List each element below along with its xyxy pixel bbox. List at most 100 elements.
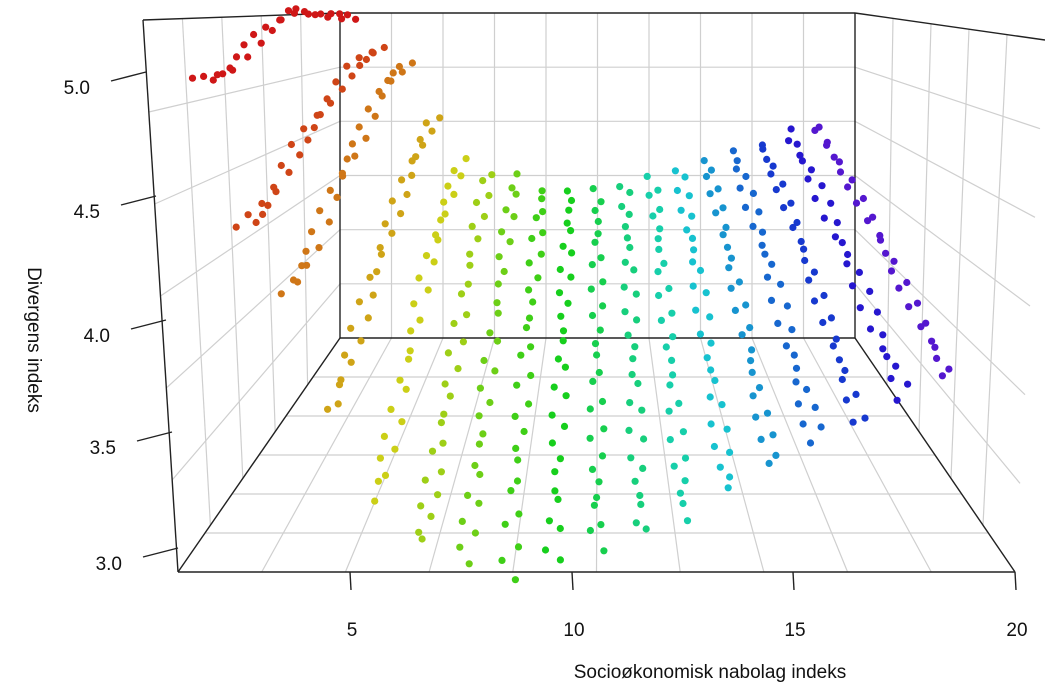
data-point (757, 435, 765, 443)
data-point (806, 439, 815, 447)
data-point (589, 185, 597, 193)
data-point (903, 278, 911, 287)
data-point (486, 398, 494, 407)
data-point (458, 517, 466, 526)
data-point (362, 55, 370, 64)
data-point (654, 268, 662, 276)
data-point (304, 10, 312, 18)
data-point (838, 375, 846, 384)
data-point (628, 370, 636, 379)
data-point (681, 454, 690, 462)
data-point (450, 190, 458, 198)
data-point (437, 216, 445, 224)
data-point (905, 303, 913, 311)
data-point (324, 405, 332, 413)
data-point (748, 346, 756, 354)
data-point (468, 222, 476, 230)
data-point (683, 517, 692, 525)
data-point (462, 155, 470, 163)
data-point (655, 291, 663, 300)
z-tick (110, 71, 147, 82)
data-point (450, 167, 458, 175)
data-point (823, 141, 831, 149)
data-point (456, 543, 464, 551)
data-point (748, 368, 756, 376)
data-point (707, 366, 715, 374)
data-point (792, 364, 801, 372)
data-point (556, 265, 564, 274)
data-point (232, 53, 241, 61)
data-point (675, 399, 683, 407)
data-point (844, 250, 852, 259)
data-point (666, 436, 674, 444)
data-point (397, 210, 405, 218)
data-point (779, 180, 787, 188)
data-point (563, 219, 571, 227)
data-point (512, 190, 520, 198)
data-point (630, 266, 638, 274)
data-point (841, 366, 849, 375)
data-point (439, 439, 447, 447)
data-point (444, 182, 452, 190)
data-point (501, 520, 509, 528)
data-point (436, 114, 444, 122)
data-point (300, 125, 308, 133)
data-point (538, 187, 546, 195)
data-point (594, 217, 602, 226)
data-point (594, 230, 602, 238)
data-point (564, 299, 572, 307)
data-point (768, 260, 776, 268)
data-point (883, 353, 891, 361)
data-point (797, 237, 805, 246)
data-point (796, 151, 804, 159)
data-point (763, 409, 772, 417)
data-point (624, 331, 632, 339)
data-point (746, 324, 754, 332)
data-point (738, 331, 746, 339)
data-point (598, 452, 607, 460)
data-point (294, 278, 302, 286)
data-point (556, 455, 565, 463)
data-point (563, 187, 572, 195)
data-point (380, 43, 388, 52)
data-point (586, 434, 594, 442)
data-point (817, 423, 825, 431)
data-point (798, 157, 807, 165)
data-point (364, 105, 372, 113)
data-point (440, 410, 448, 418)
data-point (685, 192, 693, 200)
data-point (681, 173, 689, 181)
data-point (398, 418, 406, 426)
data-point (729, 147, 738, 155)
data-point (683, 226, 691, 234)
data-point (437, 419, 445, 427)
z-tick (120, 195, 157, 206)
data-point (673, 186, 682, 195)
data-point (335, 381, 344, 389)
data-point (525, 314, 534, 322)
data-point (522, 324, 531, 332)
data-point (638, 406, 646, 414)
data-point (747, 357, 755, 365)
data-point (596, 326, 604, 334)
data-point (727, 254, 736, 262)
data-point (866, 325, 875, 333)
data-point (755, 384, 764, 392)
data-point (820, 214, 828, 222)
ticks-layer: 5 10 15 20 3.0 3.5 4.0 4.5 5.0 (64, 71, 1028, 641)
data-point (597, 521, 605, 529)
data-point (591, 340, 600, 348)
data-point (434, 491, 442, 499)
data-point (371, 497, 379, 505)
z-tick-label: 5.0 (64, 78, 90, 99)
x-tick-label: 5 (347, 620, 358, 641)
data-point (587, 285, 595, 293)
data-point (938, 372, 947, 380)
data-point (741, 203, 750, 211)
data-point (736, 184, 744, 192)
data-point (801, 256, 809, 265)
data-point (527, 371, 535, 380)
data-point (513, 477, 522, 485)
data-point (597, 198, 605, 206)
data-point (437, 468, 445, 476)
